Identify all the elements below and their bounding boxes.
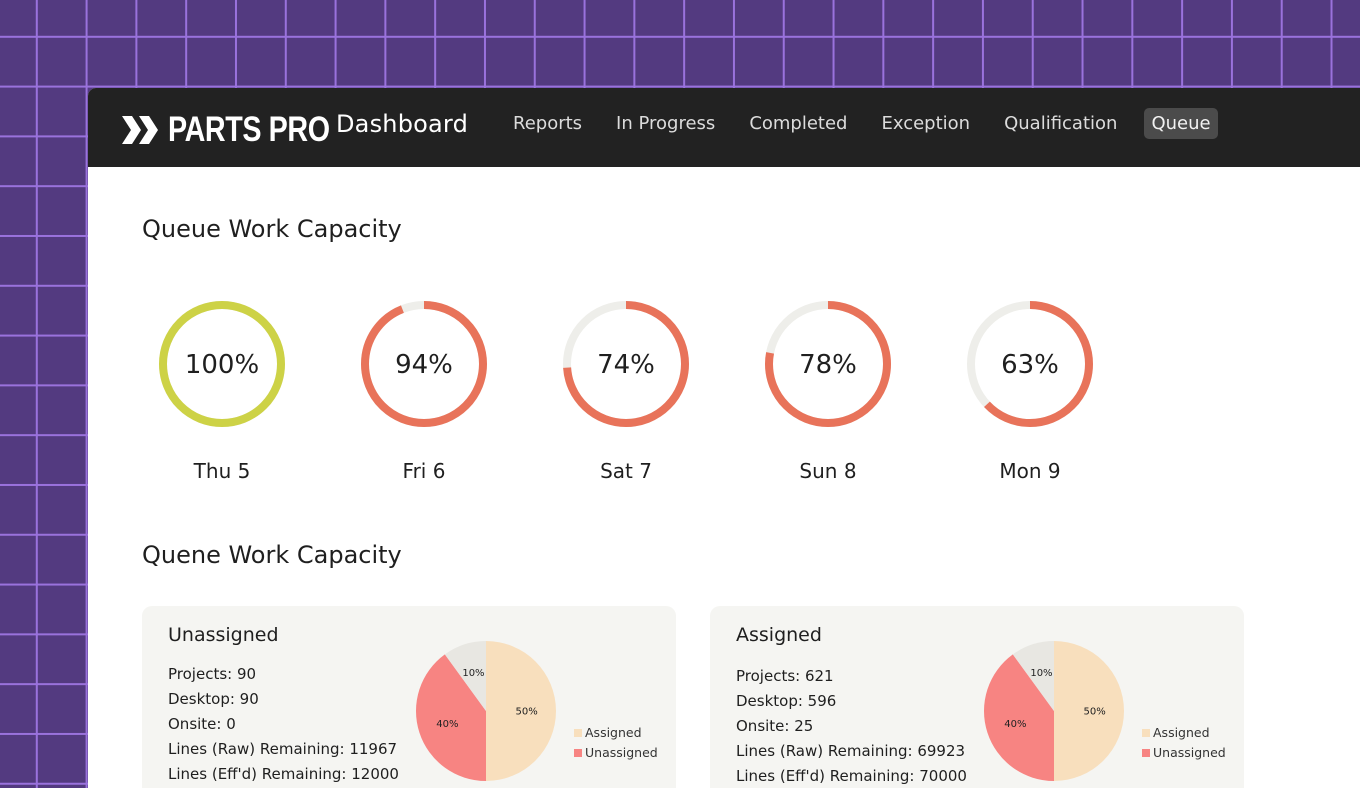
stat-lines-effd: Lines (Eff'd) Remaining: 70000 — [736, 767, 967, 785]
pie-slice-label: 50% — [1083, 707, 1105, 718]
ring-chart: 74% — [563, 301, 689, 427]
pie-slice-label: 10% — [462, 668, 484, 679]
unassigned-card: Unassigned Projects: 90 Desktop: 90 Onsi… — [142, 606, 676, 788]
page-title: Dashboard — [336, 110, 469, 138]
capacity-ring-day[interactable]: 74% Sat 7 — [546, 294, 706, 483]
stat-desktop: Desktop: 90 — [168, 690, 259, 708]
ring-progress-arc — [563, 301, 689, 427]
pie-chart: 50% 40% 10% — [984, 641, 1124, 781]
ring-day-label: Sun 8 — [799, 459, 857, 483]
ring-chart: 78% — [765, 301, 891, 427]
card-stats: Projects: 621 Desktop: 596 Onsite: 25 Li… — [736, 664, 967, 788]
ring-percent-text: 78% — [799, 350, 857, 380]
legend-item-assigned: Assigned — [574, 723, 658, 743]
ring-chart: 94% — [361, 301, 487, 427]
legend-swatch — [574, 749, 582, 757]
assigned-card: Assigned Projects: 621 Desktop: 596 Onsi… — [710, 606, 1244, 788]
pie-slice — [1054, 641, 1124, 781]
stat-onsite: Onsite: 25 — [736, 717, 814, 735]
ring-percent-text: 74% — [597, 350, 655, 380]
legend-item-assigned: Assigned — [1142, 723, 1226, 743]
stat-lines-raw: Lines (Raw) Remaining: 69923 — [736, 742, 966, 760]
ring-chart: 63% — [967, 301, 1093, 427]
nav-reports[interactable]: Reports — [513, 113, 583, 134]
ring-progress-arc — [967, 301, 1093, 427]
dashboard-window: PARTS PRO Dashboard Reports In Progress … — [88, 88, 1360, 788]
ring-day-label: Sat 7 — [600, 459, 652, 483]
pie-slice — [416, 654, 486, 781]
card-stats: Projects: 90 Desktop: 90 Onsite: 0 Lines… — [168, 662, 399, 787]
stat-desktop: Desktop: 596 — [736, 692, 837, 710]
nav-exception[interactable]: Exception — [881, 113, 971, 134]
pie-legend: Assigned Unassigned — [574, 723, 658, 763]
legend-swatch — [1142, 749, 1150, 757]
top-navbar: PARTS PRO Dashboard Reports In Progress … — [88, 88, 1360, 167]
capacity-section-title: Queue Work Capacity — [142, 215, 402, 243]
pie-legend: Assigned Unassigned — [1142, 723, 1226, 763]
ring-day-label: Fri 6 — [402, 459, 446, 483]
brand-logo[interactable]: PARTS PRO — [122, 110, 365, 150]
capacity-ring-day[interactable]: 78% Sun 8 — [748, 294, 908, 483]
ring-progress-arc — [361, 301, 487, 427]
nav-in-progress[interactable]: In Progress — [616, 113, 716, 134]
ring-progress-arc — [765, 301, 891, 427]
main-nav: Reports In Progress Completed Exception … — [506, 108, 1238, 139]
legend-label: Assigned — [1153, 725, 1210, 740]
pie-slice — [486, 641, 556, 781]
stat-lines-raw: Lines (Raw) Remaining: 11967 — [168, 740, 398, 758]
stat-onsite: Onsite: 0 — [168, 715, 236, 733]
capacity-ring-day[interactable]: 63% Mon 9 — [950, 294, 1110, 483]
legend-swatch — [1142, 729, 1150, 737]
legend-swatch — [574, 729, 582, 737]
ring-progress-arc — [159, 301, 285, 427]
legend-item-unassigned: Unassigned — [574, 743, 658, 763]
pie-slice — [444, 641, 486, 711]
ring-day-label: Thu 5 — [193, 459, 251, 483]
legend-label: Unassigned — [585, 745, 658, 760]
pie-slice-label: 10% — [1030, 668, 1052, 679]
nav-queue[interactable]: Queue — [1144, 108, 1218, 139]
pie-slice-label: 40% — [1004, 719, 1026, 730]
nav-completed[interactable]: Completed — [749, 113, 848, 134]
ring-day-label: Mon 9 — [999, 459, 1061, 483]
pie-slice — [1012, 641, 1054, 711]
pie-slice — [984, 654, 1054, 781]
ring-chart: 100% — [159, 301, 285, 427]
legend-label: Unassigned — [1153, 745, 1226, 760]
legend-label: Assigned — [585, 725, 642, 740]
pie-slice-label: 50% — [515, 707, 537, 718]
stat-projects: Projects: 621 — [736, 667, 834, 685]
card-title: Unassigned — [168, 624, 279, 646]
capacity-ring-day[interactable]: 100% Thu 5 — [142, 294, 302, 483]
pie-chart: 50% 40% 10% — [416, 641, 556, 781]
breakdown-section-title: Quene Work Capacity — [142, 541, 402, 569]
ring-percent-text: 94% — [395, 350, 453, 380]
pie-slice-label: 40% — [436, 719, 458, 730]
card-title: Assigned — [736, 624, 822, 646]
nav-qualification[interactable]: Qualification — [1004, 113, 1118, 134]
brand-name: PARTS PRO — [168, 110, 330, 149]
chevrons-logo-icon — [122, 116, 158, 144]
ring-percent-text: 63% — [1001, 350, 1059, 380]
ring-percent-text: 100% — [185, 350, 259, 380]
capacity-ring-day[interactable]: 94% Fri 6 — [344, 294, 504, 483]
legend-item-unassigned: Unassigned — [1142, 743, 1226, 763]
stat-projects: Projects: 90 — [168, 665, 257, 683]
